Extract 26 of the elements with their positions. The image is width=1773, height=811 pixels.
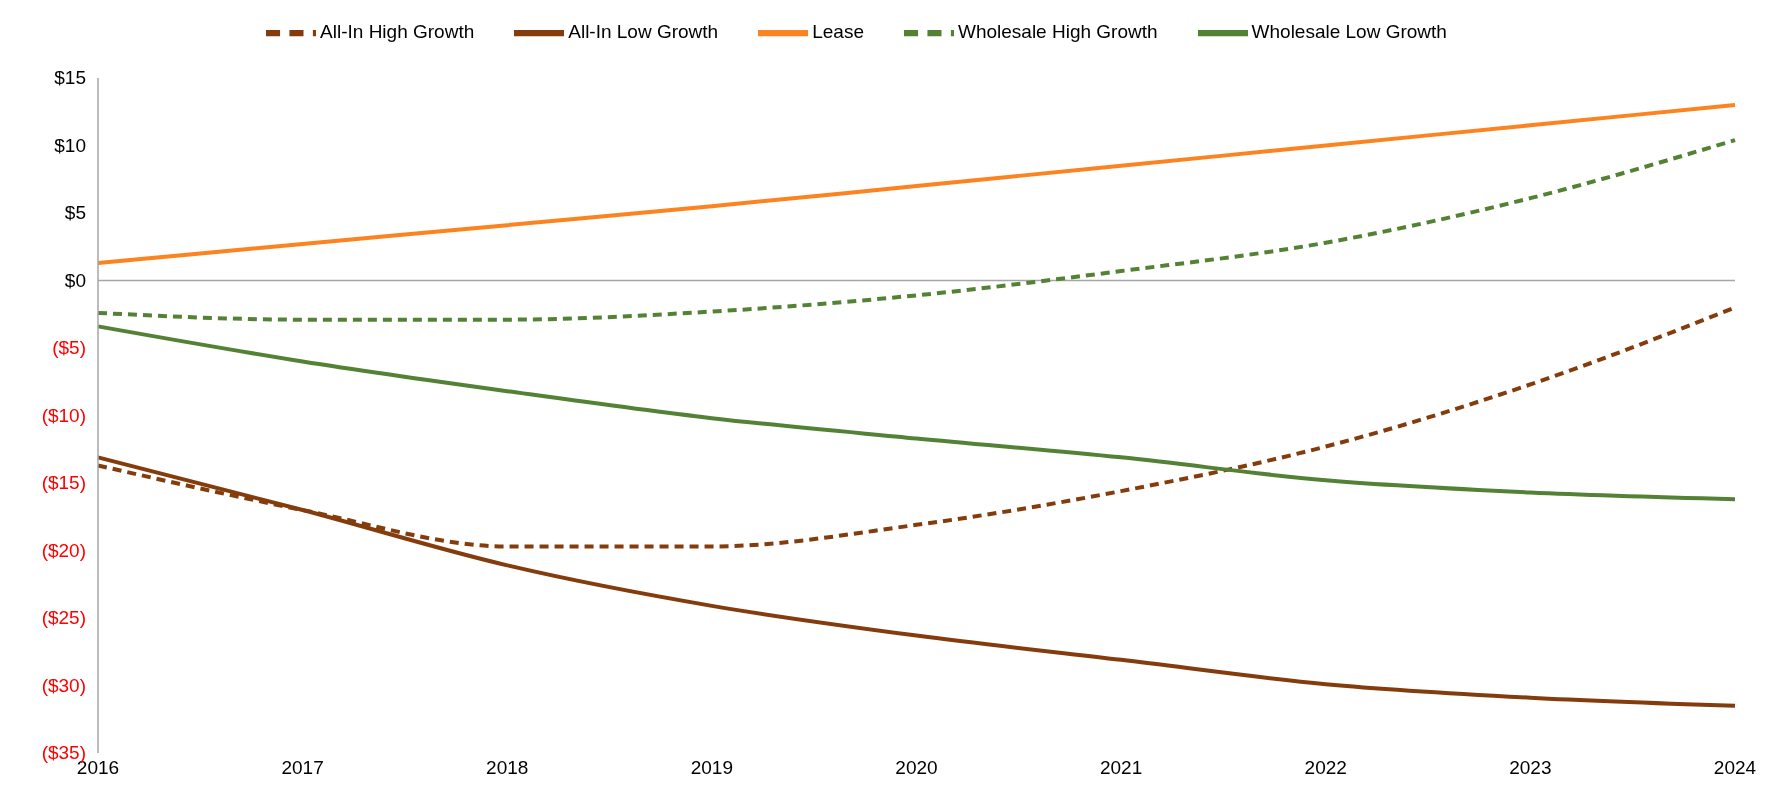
x-tick-label: 2024 [1713, 757, 1757, 779]
x-tick-label: 2019 [690, 757, 734, 779]
y-tick-label: $5 [64, 202, 86, 223]
y-tick-label: ($25) [41, 607, 86, 628]
x-tick-label: 2017 [281, 757, 324, 779]
legend-label: All-In High Growth [320, 21, 475, 43]
line-series [96, 324, 1737, 502]
line-series [96, 103, 1737, 265]
y-tick-label: $0 [64, 269, 86, 291]
y-tick-label: ($10) [41, 404, 86, 426]
x-tick-label: 2023 [1509, 757, 1552, 779]
y-tick-label: ($30) [41, 674, 86, 696]
legend-label: Wholesale High Growth [957, 21, 1158, 43]
legend-label: Lease [812, 21, 864, 43]
x-tick-label: 2022 [1304, 757, 1347, 779]
y-tick-label: $10 [54, 134, 86, 156]
y-tick-label: $15 [54, 67, 86, 88]
x-tick-label: 2020 [895, 757, 938, 779]
y-tick-label: ($20) [41, 539, 86, 561]
x-tick-label: 2018 [486, 757, 529, 779]
x-tick-label: 2021 [1099, 757, 1143, 779]
y-tick-label: ($5) [52, 337, 86, 358]
legend-label: All-In Low Growth [568, 21, 719, 43]
line-series [96, 138, 1737, 322]
legend-label: Wholesale Low Growth [1251, 21, 1447, 43]
y-tick-label: ($15) [41, 472, 86, 493]
